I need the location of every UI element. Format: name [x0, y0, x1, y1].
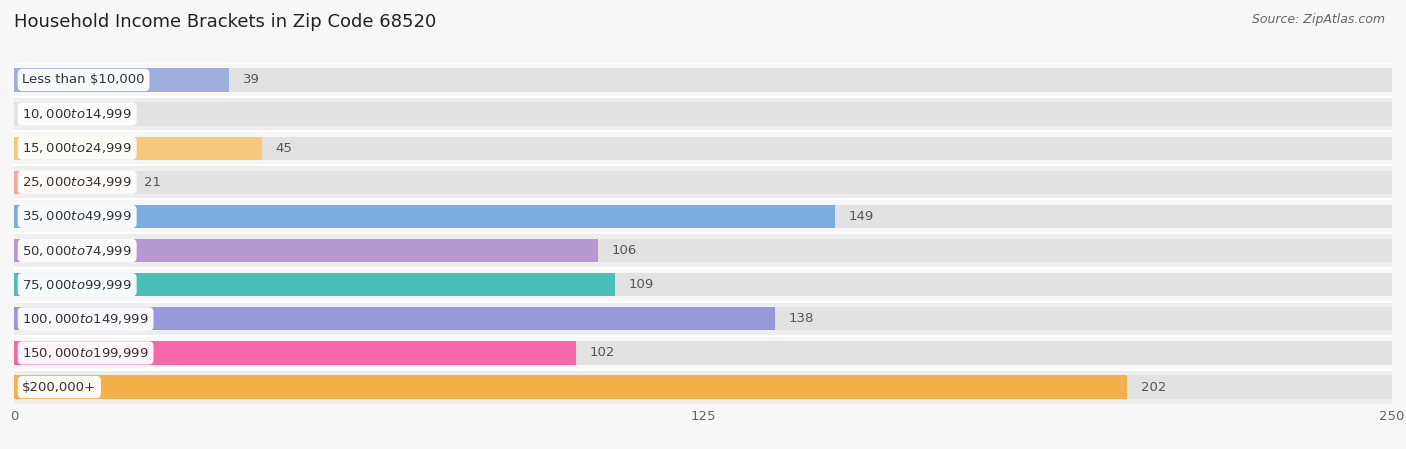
Bar	[14, 268, 1392, 302]
Bar	[14, 375, 1392, 399]
Bar	[14, 239, 1392, 262]
Bar	[14, 205, 835, 228]
Bar	[14, 273, 614, 296]
Text: 202: 202	[1142, 381, 1167, 393]
Text: Household Income Brackets in Zip Code 68520: Household Income Brackets in Zip Code 68…	[14, 13, 436, 31]
Text: $75,000 to $99,999: $75,000 to $99,999	[22, 277, 132, 292]
Text: 149: 149	[849, 210, 875, 223]
Bar	[14, 302, 1392, 336]
Bar	[14, 341, 576, 365]
Bar	[14, 336, 1392, 370]
Bar	[14, 273, 1392, 296]
Bar	[14, 375, 1128, 399]
Text: $15,000 to $24,999: $15,000 to $24,999	[22, 141, 132, 155]
Bar	[14, 233, 1392, 268]
Text: $100,000 to $149,999: $100,000 to $149,999	[22, 312, 149, 326]
Bar	[14, 205, 1392, 228]
Text: 21: 21	[143, 176, 160, 189]
Bar	[14, 131, 1392, 165]
Bar	[14, 239, 599, 262]
Text: 0: 0	[28, 108, 37, 120]
Bar	[14, 370, 1392, 404]
Text: Less than $10,000: Less than $10,000	[22, 74, 145, 86]
Text: $150,000 to $199,999: $150,000 to $199,999	[22, 346, 149, 360]
Text: Source: ZipAtlas.com: Source: ZipAtlas.com	[1251, 13, 1385, 26]
Bar	[14, 63, 1392, 97]
Text: $35,000 to $49,999: $35,000 to $49,999	[22, 209, 132, 224]
Bar	[14, 307, 775, 330]
Bar	[14, 307, 1392, 330]
Text: $10,000 to $14,999: $10,000 to $14,999	[22, 107, 132, 121]
Bar	[14, 68, 1392, 92]
Bar	[14, 102, 1392, 126]
Bar	[14, 171, 129, 194]
Text: $25,000 to $34,999: $25,000 to $34,999	[22, 175, 132, 189]
Bar	[14, 136, 1392, 160]
Bar	[14, 199, 1392, 233]
Bar	[14, 97, 1392, 131]
Bar	[14, 341, 1392, 365]
Text: 138: 138	[789, 313, 814, 325]
Text: $200,000+: $200,000+	[22, 381, 97, 393]
Bar	[14, 68, 229, 92]
Text: 45: 45	[276, 142, 292, 154]
Text: 106: 106	[612, 244, 637, 257]
Text: 39: 39	[243, 74, 260, 86]
Bar	[14, 171, 1392, 194]
Text: $50,000 to $74,999: $50,000 to $74,999	[22, 243, 132, 258]
Bar	[14, 165, 1392, 199]
Text: 109: 109	[628, 278, 654, 291]
Text: 102: 102	[591, 347, 616, 359]
Bar	[14, 136, 262, 160]
